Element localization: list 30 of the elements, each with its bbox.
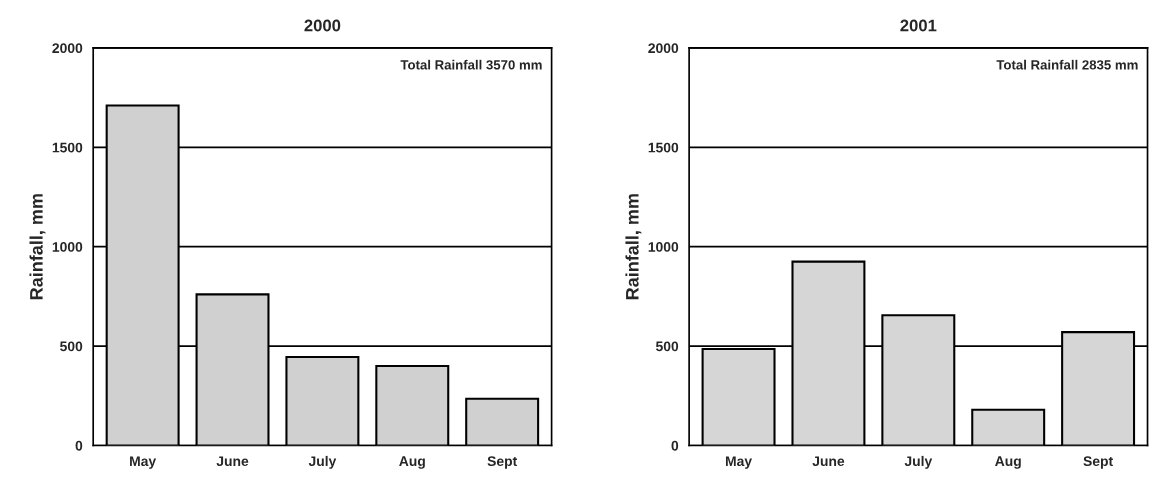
x-tick-label: Aug [995,456,1021,469]
x-tick-label: July [904,455,933,469]
x-tick-label: June [216,456,249,467]
annotation: Total Rainfall 2835 mm [996,59,1138,70]
x-tick-label: Sept [1083,456,1113,469]
x-tick-label: May [130,456,157,469]
bar [285,355,360,446]
y-tick-label: 1000 [648,242,679,252]
y-tick-label: 2000 [648,43,679,54]
y-tick-label: 1500 [648,142,679,153]
y-axis-title: Rainfall, mm [625,194,642,300]
bar [465,397,540,446]
y-tick-label: 0 [671,440,679,451]
x-tick-label: June [812,456,845,467]
bar [375,364,450,446]
chart-title: 2001 [900,19,937,32]
chart-title: 2000 [304,19,341,32]
y-axis-title: Rainfall, mm [29,194,46,300]
y-tick-label: 500 [60,341,83,352]
y-tick-label: 2000 [52,43,83,54]
x-tick-label: Sept [487,456,518,469]
y-tick-label: 0 [75,440,83,451]
x-tick-label: July [308,455,337,469]
y-tick-label: 1000 [52,242,83,252]
y-tick-label: 1500 [52,142,83,153]
bar [971,408,1046,446]
annotation: Total Rainfall 3570 mm [400,59,542,70]
x-tick-label: Aug [399,456,425,469]
x-tick-label: May [725,456,752,469]
y-tick-label: 500 [655,341,679,352]
